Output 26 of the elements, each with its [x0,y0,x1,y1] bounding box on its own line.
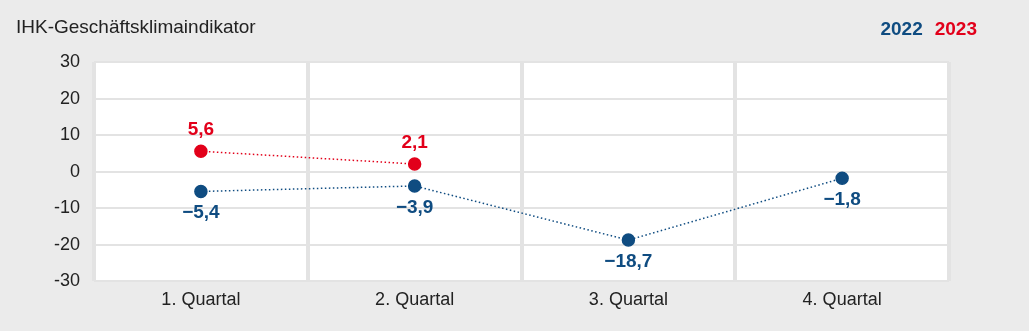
point [407,179,422,193]
text: 2023 [934,18,977,39]
point [407,157,422,171]
data-label: −3,9 [395,195,434,217]
y-tick-label: 10 [59,124,81,145]
x-tick-label: 1. Quartal [161,289,241,310]
y-tick-label: -30 [54,270,81,291]
data-label: 2,1 [401,130,429,152]
x-tick-label: 3. Quartal [588,289,668,310]
y-tick-label: -10 [54,197,81,218]
data-label: −5,4 [182,201,221,223]
point [194,144,208,158]
y-tick-label: 0 [70,160,81,181]
data-label: −1,8 [823,188,861,210]
x-tick-label: 2. Quartal [375,289,455,310]
x-tick-label: 4. Quartal [802,289,882,310]
y-tick-label: -20 [54,233,81,254]
data-label: 5,6 [187,117,215,139]
chart-title: IHK-Geschäftsklimaindikator [16,16,256,38]
point [835,171,849,186]
y-tick-label: 30 [59,50,81,71]
y-tick-label: 20 [59,87,81,108]
data-label: −18,7 [604,249,653,271]
point [621,233,636,247]
text: 2022 [880,18,923,39]
point [194,184,208,199]
